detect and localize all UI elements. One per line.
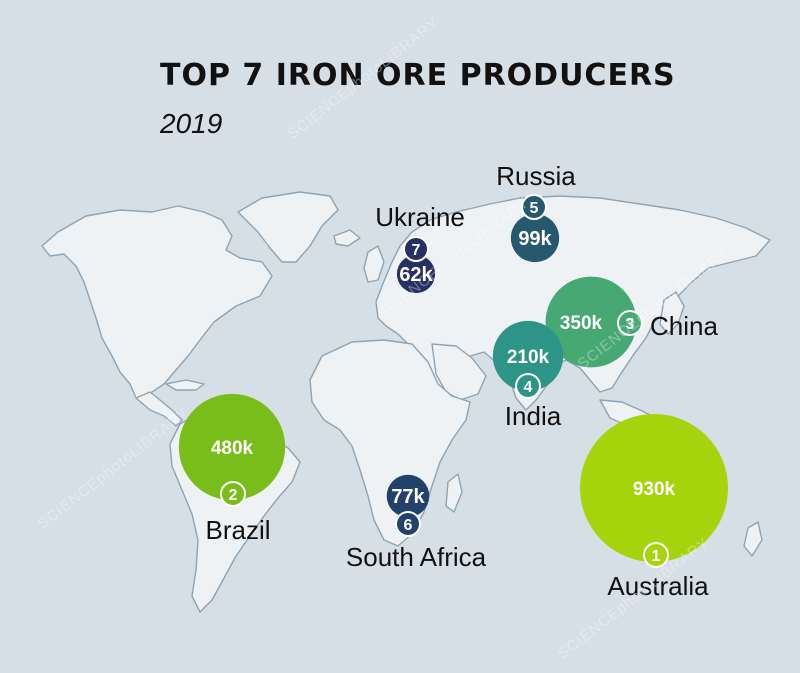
south-africa-bubble bbox=[386, 474, 430, 518]
ukraine-value: 62k bbox=[399, 264, 433, 286]
india-rank: 4 bbox=[524, 379, 533, 396]
russia-value: 99k bbox=[518, 228, 552, 250]
map-subtitle: 2019 bbox=[160, 108, 223, 139]
china-label: China bbox=[650, 311, 718, 341]
south-africa-rank: 6 bbox=[404, 517, 413, 534]
africa-shape bbox=[309, 339, 471, 547]
australia-rank: 1 bbox=[652, 548, 661, 565]
iceland-shape bbox=[333, 229, 361, 247]
russia-bubble bbox=[510, 213, 560, 263]
china-bubble bbox=[545, 276, 637, 368]
arabia-shape bbox=[431, 343, 487, 401]
brazil-rank: 2 bbox=[229, 487, 238, 504]
ukraine-rank-badge bbox=[403, 236, 429, 262]
ukraine-bubble bbox=[396, 254, 436, 294]
north-america-shape bbox=[41, 205, 273, 405]
russia-rank-badge bbox=[521, 194, 547, 220]
australia-bubble bbox=[580, 414, 728, 562]
caribbean-shape bbox=[165, 379, 205, 391]
producer-markers: 930k 1 Australia 480k 2 Brazil 350k 3 China 210k 4… bbox=[178, 161, 728, 601]
india-rank-badge bbox=[515, 373, 541, 399]
greenland-shape bbox=[237, 191, 339, 263]
ukraine-rank: 7 bbox=[412, 242, 421, 259]
brazil-label: Brazil bbox=[205, 515, 270, 545]
japan-shape bbox=[659, 291, 685, 335]
south-africa-value: 77k bbox=[391, 486, 425, 508]
russia-label: Russia bbox=[496, 161, 576, 191]
madagascar-shape bbox=[445, 473, 463, 513]
south-africa-rank-badge bbox=[395, 511, 421, 537]
australia-value: 930k bbox=[633, 479, 676, 500]
brazil-value: 480k bbox=[211, 438, 254, 459]
india-label: India bbox=[505, 401, 562, 431]
china-rank: 3 bbox=[626, 316, 635, 333]
map-title: TOP 7 IRON ORE PRODUCERS bbox=[160, 58, 676, 93]
russia-rank: 5 bbox=[530, 200, 539, 217]
brazil-rank-badge bbox=[220, 481, 246, 507]
central-america-shape bbox=[135, 391, 183, 427]
india-value: 210k bbox=[507, 347, 550, 368]
ukraine-label: Ukraine bbox=[375, 202, 465, 232]
china-rank-badge bbox=[617, 310, 643, 336]
australia-label: Australia bbox=[607, 571, 709, 601]
brazil-bubble bbox=[178, 393, 286, 501]
china-value: 350k bbox=[560, 313, 603, 334]
south-africa-label: South Africa bbox=[346, 542, 487, 572]
britain-shape bbox=[363, 245, 385, 283]
new-zealand-shape bbox=[743, 521, 763, 557]
india-bubble bbox=[492, 320, 564, 392]
australia-rank-badge bbox=[643, 542, 669, 568]
